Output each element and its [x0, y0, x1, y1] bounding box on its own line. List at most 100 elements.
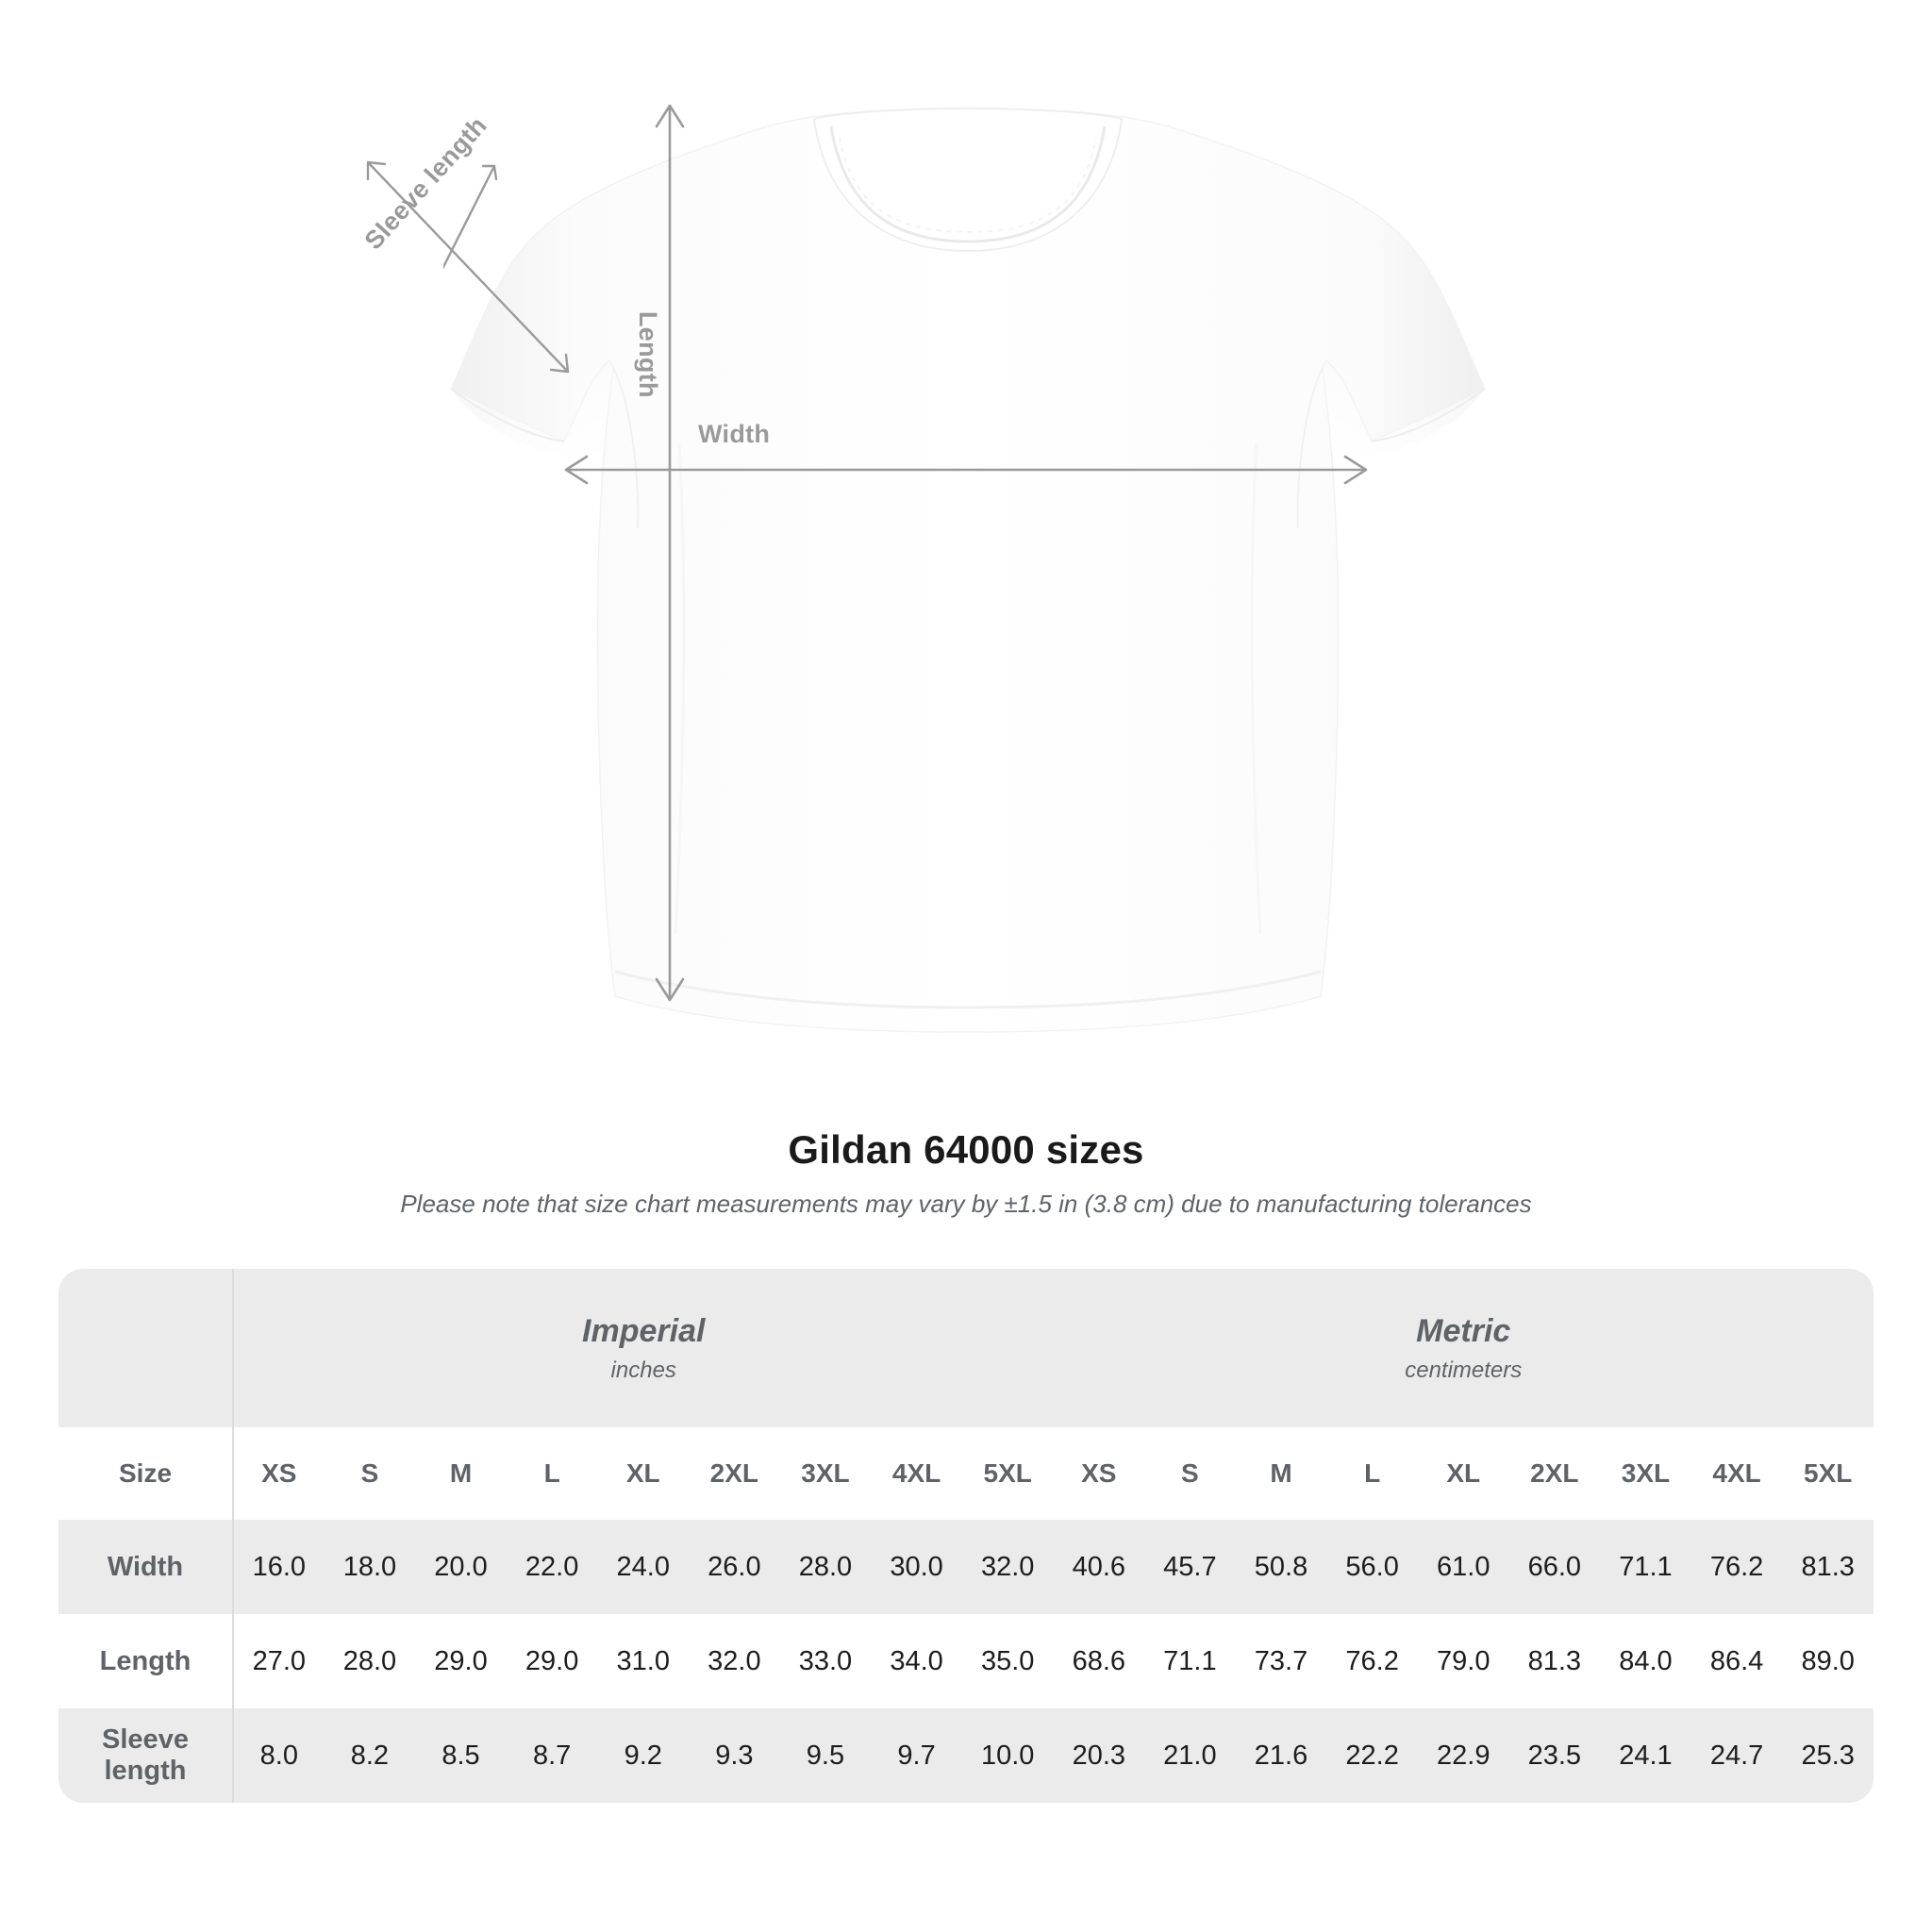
cell-width-metric-5xl: 81.3	[1782, 1520, 1874, 1614]
size-header-metric-l: L	[1326, 1427, 1418, 1520]
cell-width-imperial-5xl: 32.0	[961, 1520, 1054, 1614]
size-header-metric-xs: XS	[1053, 1427, 1145, 1520]
tshirt-illustration	[366, 85, 1491, 1047]
size-table-wrapper: Imperial inches Metric centimeters Size …	[58, 1269, 1874, 1803]
cell-length-imperial-3xl: 33.0	[779, 1614, 872, 1708]
cell-width-metric-2xl: 66.0	[1508, 1520, 1601, 1614]
width-arrow	[564, 455, 1368, 485]
cell-sleeve-imperial-3xl: 9.5	[779, 1708, 872, 1803]
cell-length-imperial-5xl: 35.0	[961, 1614, 1054, 1708]
size-header-imperial-2xl: 2XL	[689, 1427, 780, 1520]
cell-sleeve-imperial-s: 8.2	[324, 1708, 416, 1803]
table-row: Sleeve length 8.0 8.2 8.5 8.7 9.2 9.3 9.…	[58, 1708, 1874, 1803]
cell-length-metric-s: 71.1	[1144, 1614, 1236, 1708]
size-header-imperial-m: M	[415, 1427, 507, 1520]
cell-width-imperial-m: 20.0	[415, 1520, 507, 1614]
cell-width-metric-m: 50.8	[1235, 1520, 1327, 1614]
size-header-label: Size	[58, 1427, 233, 1520]
page-title: Gildan 64000 sizes	[788, 1127, 1144, 1172]
table-row: Length 27.0 28.0 29.0 29.0 31.0 32.0 33.…	[58, 1614, 1874, 1708]
size-header-imperial-4xl: 4XL	[871, 1427, 962, 1520]
size-header-metric-4xl: 4XL	[1690, 1427, 1783, 1520]
cell-length-imperial-l: 29.0	[506, 1614, 598, 1708]
cell-sleeve-imperial-2xl: 9.3	[689, 1708, 780, 1803]
cell-sleeve-metric-xs: 20.3	[1053, 1708, 1145, 1803]
cell-sleeve-imperial-l: 8.7	[506, 1708, 598, 1803]
length-arrow	[655, 104, 685, 1002]
tolerance-note: Please note that size chart measurements…	[400, 1190, 1532, 1218]
cell-sleeve-metric-3xl: 24.1	[1600, 1708, 1691, 1803]
cell-width-imperial-3xl: 28.0	[779, 1520, 872, 1614]
size-header-imperial-3xl: 3XL	[779, 1427, 872, 1520]
row-label-sleeve-length: Sleeve length	[58, 1708, 233, 1803]
unit-header-spacer	[58, 1269, 233, 1427]
cell-length-metric-4xl: 86.4	[1690, 1614, 1783, 1708]
size-header-row: Size XS S M L XL 2XL 3XL 4XL 5XL XS S M …	[58, 1427, 1874, 1520]
cell-length-imperial-xs: 27.0	[232, 1614, 325, 1708]
size-header-imperial-5xl: 5XL	[961, 1427, 1054, 1520]
size-header-imperial-xl: XL	[597, 1427, 690, 1520]
cell-length-metric-3xl: 84.0	[1600, 1614, 1691, 1708]
cell-length-imperial-xl: 31.0	[597, 1614, 690, 1708]
row-label-width: Width	[58, 1520, 233, 1614]
length-label: Length	[634, 311, 662, 398]
size-header-imperial-xs: XS	[232, 1427, 325, 1520]
cell-length-imperial-4xl: 34.0	[871, 1614, 962, 1708]
cell-width-metric-xl: 61.0	[1417, 1520, 1509, 1614]
cell-sleeve-metric-4xl: 24.7	[1690, 1708, 1783, 1803]
tshirt-body	[450, 107, 1486, 1033]
size-header-imperial-s: S	[324, 1427, 416, 1520]
table-row: Width 16.0 18.0 20.0 22.0 24.0 26.0 28.0…	[58, 1520, 1874, 1614]
cell-width-imperial-xl: 24.0	[597, 1520, 690, 1614]
unit-name-imperial: Imperial	[582, 1312, 706, 1349]
cell-width-imperial-xs: 16.0	[232, 1520, 325, 1614]
cell-length-metric-2xl: 81.3	[1508, 1614, 1601, 1708]
size-table: Imperial inches Metric centimeters Size …	[58, 1269, 1874, 1803]
cell-sleeve-metric-l: 22.2	[1326, 1708, 1418, 1803]
cell-width-metric-4xl: 76.2	[1690, 1520, 1783, 1614]
size-header-metric-3xl: 3XL	[1600, 1427, 1691, 1520]
cell-length-metric-xl: 79.0	[1417, 1614, 1509, 1708]
cell-width-imperial-2xl: 26.0	[689, 1520, 780, 1614]
unit-header-metric: Metric centimeters	[1053, 1269, 1874, 1427]
cell-width-imperial-s: 18.0	[324, 1520, 416, 1614]
cell-width-imperial-4xl: 30.0	[871, 1520, 962, 1614]
cell-length-imperial-m: 29.0	[415, 1614, 507, 1708]
cell-sleeve-metric-m: 21.6	[1235, 1708, 1327, 1803]
cell-width-metric-s: 45.7	[1144, 1520, 1236, 1614]
unit-header-imperial: Imperial inches	[231, 1269, 1054, 1427]
cell-sleeve-metric-s: 21.0	[1144, 1708, 1236, 1803]
sleeve-arrow	[443, 164, 498, 270]
unit-header-row: Imperial inches Metric centimeters	[58, 1269, 1874, 1427]
size-header-metric-2xl: 2XL	[1508, 1427, 1601, 1520]
cell-length-imperial-s: 28.0	[324, 1614, 416, 1708]
cell-sleeve-metric-5xl: 25.3	[1782, 1708, 1874, 1803]
cell-sleeve-metric-2xl: 23.5	[1508, 1708, 1601, 1803]
cell-length-metric-xs: 68.6	[1053, 1614, 1145, 1708]
unit-sub-imperial: inches	[610, 1357, 676, 1384]
cell-sleeve-imperial-xl: 9.2	[597, 1708, 690, 1803]
cell-length-metric-5xl: 89.0	[1782, 1614, 1874, 1708]
cell-width-metric-l: 56.0	[1326, 1520, 1418, 1614]
cell-width-metric-3xl: 71.1	[1600, 1520, 1691, 1614]
cell-length-imperial-2xl: 32.0	[689, 1614, 780, 1708]
cell-sleeve-imperial-m: 8.5	[415, 1708, 507, 1803]
cell-sleeve-metric-xl: 22.9	[1417, 1708, 1509, 1803]
unit-sub-metric: centimeters	[1405, 1357, 1523, 1384]
size-header-metric-m: M	[1235, 1427, 1327, 1520]
sleeve-measure-guides	[366, 160, 570, 374]
size-header-imperial-l: L	[506, 1427, 598, 1520]
title-block: Gildan 64000 sizes Please note that size…	[0, 1127, 1932, 1219]
cell-length-metric-l: 76.2	[1326, 1614, 1418, 1708]
cell-width-metric-xs: 40.6	[1053, 1520, 1145, 1614]
size-header-metric-xl: XL	[1417, 1427, 1509, 1520]
unit-name-metric: Metric	[1416, 1312, 1511, 1349]
cell-sleeve-imperial-xs: 8.0	[232, 1708, 325, 1803]
cell-width-imperial-l: 22.0	[506, 1520, 598, 1614]
cell-sleeve-imperial-4xl: 9.7	[871, 1708, 962, 1803]
width-label: Width	[698, 420, 771, 448]
tshirt-diagram: Sleeve length Length Width	[358, 85, 1491, 1047]
size-header-metric-s: S	[1144, 1427, 1236, 1520]
cell-sleeve-imperial-5xl: 10.0	[961, 1708, 1054, 1803]
